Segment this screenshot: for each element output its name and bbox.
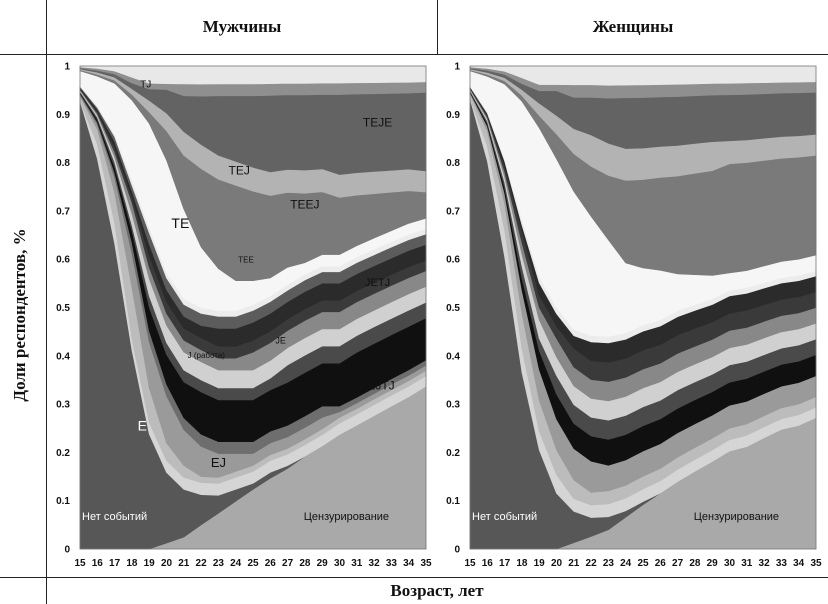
y-tick-label: 0.7 <box>56 206 70 217</box>
x-tick-label: 18 <box>126 558 138 569</box>
x-tick-label: 33 <box>386 558 398 569</box>
x-tick-label: 34 <box>793 558 805 569</box>
x-tick-label: 30 <box>334 558 346 569</box>
x-tick-label: 27 <box>282 558 294 569</box>
x-tick-label: 19 <box>144 558 156 569</box>
x-tick-label: 18 <box>516 558 528 569</box>
x-tick-label: 16 <box>92 558 104 569</box>
series-label: TEJ <box>228 164 249 178</box>
x-tick-label: 33 <box>776 558 788 569</box>
x-tick-label: 32 <box>759 558 771 569</box>
x-axis-label: Возраст, лет <box>390 581 484 600</box>
y-tick-label: 0.3 <box>446 400 460 411</box>
y-tick-label: 0.8 <box>56 158 70 169</box>
y-tick-label: 0 <box>454 545 460 556</box>
series-label: EJ <box>211 455 226 470</box>
x-tick-label: 28 <box>689 558 701 569</box>
y-tick-label: 0.4 <box>446 351 460 362</box>
x-tick-label: 26 <box>265 558 277 569</box>
x-tick-label: 17 <box>109 558 121 569</box>
x-tick-label: 16 <box>482 558 494 569</box>
y-tick-label: 0.9 <box>56 110 70 121</box>
x-tick-label: 29 <box>707 558 719 569</box>
x-tick-label: 35 <box>810 558 822 569</box>
x-tick-label: 28 <box>299 558 311 569</box>
y-tick-label: 0.7 <box>446 206 460 217</box>
x-tick-label: 24 <box>230 558 242 569</box>
x-tick-label: 25 <box>247 558 259 569</box>
y-tick-label: 0.1 <box>446 496 460 507</box>
x-tick-label: 17 <box>499 558 511 569</box>
series-label: Цензурирование <box>694 511 779 523</box>
series-label: JETJ <box>365 277 390 289</box>
x-tick-label: 20 <box>161 558 173 569</box>
x-tick-label: 15 <box>74 558 86 569</box>
y-tick-label: 1 <box>64 62 70 73</box>
series-label: TE <box>171 215 189 231</box>
y-tick-label: 0.6 <box>446 255 460 266</box>
x-tick-label: 22 <box>586 558 598 569</box>
x-tick-label: 15 <box>464 558 476 569</box>
y-tick-label: 0.5 <box>56 303 70 314</box>
y-tick-label: 0.2 <box>446 448 460 459</box>
y-tick-label: 0.2 <box>56 448 70 459</box>
frame-line-header <box>0 54 828 55</box>
y-tick-label: 0.4 <box>56 351 70 362</box>
series-label: TEE <box>238 256 254 265</box>
x-tick-label: 34 <box>403 558 415 569</box>
chart-women: 0 0.1 0.2 0.3 0.4 0.5 0.6 0.7 0.8 0.9 1 15 16 17 18 19 2… <box>446 62 822 570</box>
y-tick-label: 0.9 <box>446 110 460 121</box>
chart-men: 0 0.1 0.2 0.3 0.4 0.5 0.6 0.7 0.8 0.9 1 15 16 17 18 19 2… <box>56 62 432 570</box>
series-label: TEEJ <box>290 197 319 211</box>
panel-header-men: Мужчины <box>202 17 282 36</box>
x-tick-label: 31 <box>351 558 363 569</box>
series-label: E <box>138 418 147 434</box>
x-tick-label: 27 <box>672 558 684 569</box>
x-tick-label: 22 <box>196 558 208 569</box>
x-tick-label: 31 <box>741 558 753 569</box>
frame-line-middle <box>437 0 438 54</box>
y-axis-label-wrapper: Доли респондентов, % <box>2 80 38 550</box>
frame-line-left <box>46 0 47 604</box>
y-axis-label: Доли респондентов, % <box>10 228 29 402</box>
series-label: TJ <box>140 80 151 91</box>
series-label: JE <box>275 336 286 346</box>
x-tick-label: 25 <box>637 558 649 569</box>
x-tick-label: 21 <box>568 558 580 569</box>
y-tick-label: 1 <box>454 62 460 73</box>
x-tick-label: 30 <box>724 558 736 569</box>
series-label: TEJE <box>363 115 392 129</box>
plot-border <box>79 65 427 550</box>
x-tick-label: 23 <box>213 558 225 569</box>
y-tick-label: 0 <box>64 545 70 556</box>
x-tick-label: 26 <box>655 558 667 569</box>
x-tick-label: 24 <box>620 558 632 569</box>
frame-line-footer <box>0 577 828 578</box>
series-label: Нет событий <box>82 511 147 523</box>
series-label: Нет событий <box>472 511 537 523</box>
series-label: Цензурирование <box>304 511 389 523</box>
x-tick-label: 19 <box>534 558 546 569</box>
panel-header-women: Женщины <box>592 17 674 36</box>
x-tick-label: 35 <box>420 558 432 569</box>
x-tick-label: 21 <box>178 558 190 569</box>
x-tick-label: 32 <box>369 558 381 569</box>
y-tick-label: 0.1 <box>56 496 70 507</box>
y-tick-label: 0.5 <box>446 303 460 314</box>
x-tick-label: 20 <box>551 558 563 569</box>
series-label: EJTJ <box>367 379 394 393</box>
y-tick-label: 0.3 <box>56 400 70 411</box>
plot-border <box>469 65 817 550</box>
x-tick-label: 29 <box>317 558 329 569</box>
y-tick-label: 0.8 <box>446 158 460 169</box>
x-tick-label: 23 <box>603 558 615 569</box>
y-tick-label: 0.6 <box>56 255 70 266</box>
series-label: J (работа) <box>188 351 226 360</box>
